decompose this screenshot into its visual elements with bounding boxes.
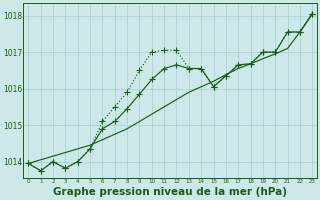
X-axis label: Graphe pression niveau de la mer (hPa): Graphe pression niveau de la mer (hPa) xyxy=(53,187,287,197)
